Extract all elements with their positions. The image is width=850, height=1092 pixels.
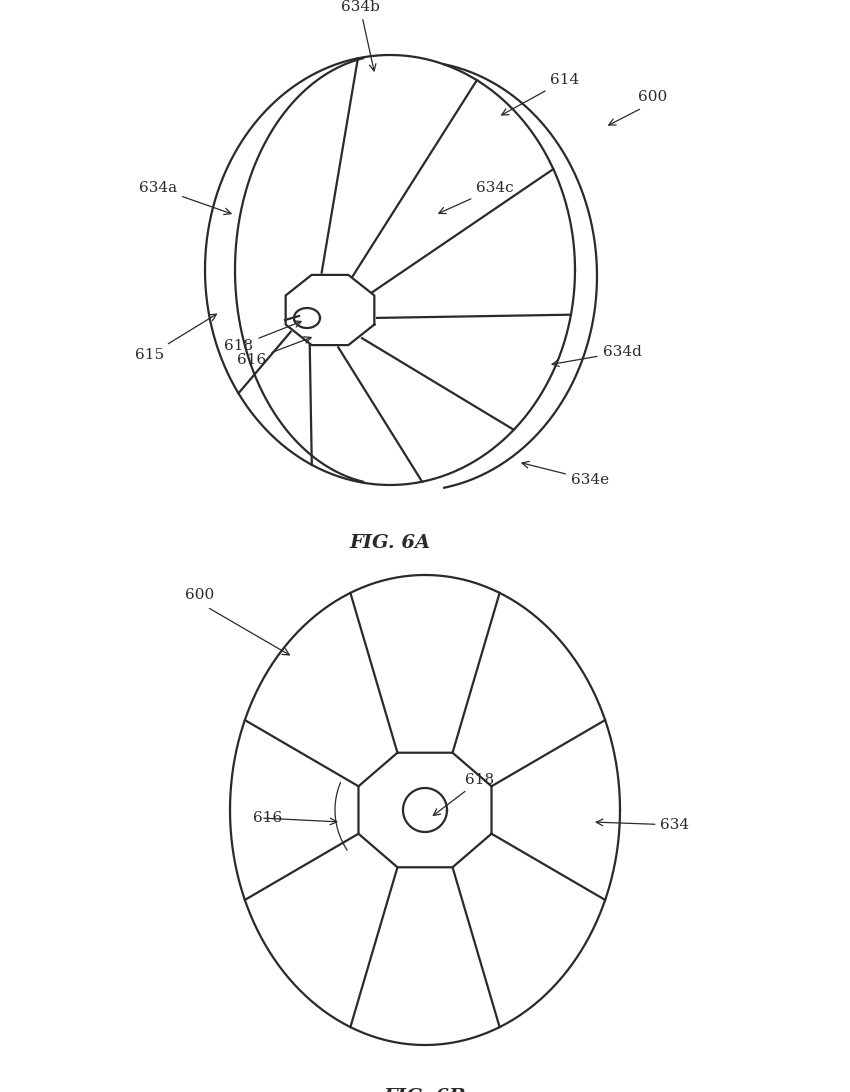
Text: 600: 600: [185, 587, 214, 602]
Text: 615: 615: [135, 314, 217, 363]
Text: 614: 614: [502, 73, 580, 115]
Text: 634c: 634c: [439, 181, 513, 214]
Text: 616: 616: [237, 336, 311, 367]
Text: 634: 634: [596, 818, 689, 832]
Text: 634b: 634b: [341, 0, 379, 71]
Text: 600: 600: [638, 90, 667, 104]
Text: 634a: 634a: [139, 181, 231, 214]
Text: 616: 616: [253, 811, 282, 824]
Text: 618: 618: [224, 321, 301, 353]
Text: FIG. 6B: FIG. 6B: [383, 1088, 467, 1092]
Text: 634e: 634e: [522, 462, 609, 487]
Text: 618: 618: [434, 773, 495, 816]
Text: FIG. 6A: FIG. 6A: [349, 534, 431, 551]
Text: 634d: 634d: [552, 345, 642, 367]
